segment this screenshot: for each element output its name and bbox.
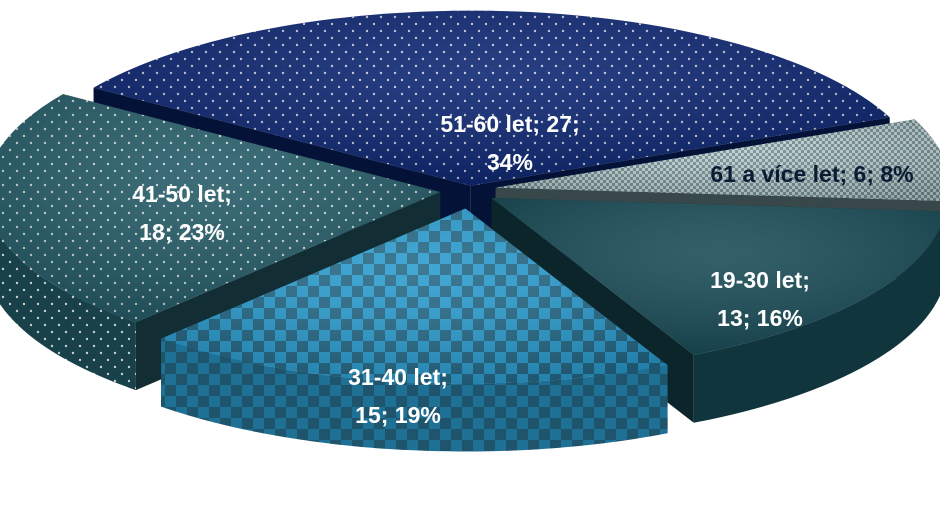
slice-label-19-30-let: 19-30 let; 13; 16% [710, 267, 810, 331]
slice-label-51-60-let: 51-60 let; 27; 34% [440, 111, 579, 175]
pie-slice-31-40-let [161, 208, 668, 452]
slice-label-41-50-let: 41-50 let; 18; 23% [132, 181, 232, 245]
slices-layer [0, 10, 940, 452]
slice-label-61-a-více-let: 61 a více let; 6; 8% [710, 161, 913, 187]
labels-layer: 51-60 let; 27; 34% 61 a více let; 6; 8% 19-… [132, 111, 914, 428]
slice-label-31-40-let: 31-40 let; 15; 19% [348, 364, 448, 428]
